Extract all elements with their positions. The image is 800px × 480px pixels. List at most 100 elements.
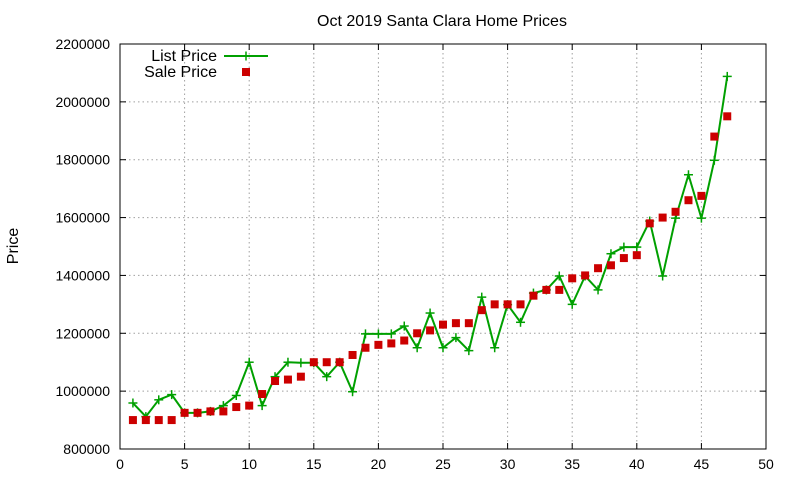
data-point bbox=[632, 242, 642, 252]
data-point bbox=[438, 343, 448, 353]
data-point bbox=[426, 326, 435, 335]
data-point bbox=[257, 401, 267, 411]
data-point bbox=[128, 398, 138, 408]
data-point bbox=[386, 329, 396, 339]
plot-frame bbox=[119, 43, 767, 450]
data-point bbox=[516, 300, 525, 309]
data-point bbox=[154, 395, 164, 405]
data-point bbox=[516, 317, 526, 327]
chart-title: Oct 2019 Santa Clara Home Prices bbox=[317, 13, 567, 30]
data-point bbox=[348, 387, 358, 397]
data-point bbox=[206, 407, 215, 416]
legend-label: Sale Price bbox=[144, 64, 217, 81]
data-point bbox=[555, 285, 564, 294]
data-point bbox=[710, 132, 719, 141]
data-point bbox=[296, 372, 305, 381]
data-point bbox=[606, 249, 616, 259]
data-point bbox=[335, 358, 344, 367]
legend-marker bbox=[241, 51, 251, 61]
data-point bbox=[658, 213, 667, 222]
data-point bbox=[400, 336, 409, 345]
data-point bbox=[697, 191, 706, 200]
x-tick-label: 10 bbox=[241, 456, 257, 472]
x-tick-label: 15 bbox=[306, 456, 322, 472]
data-point bbox=[193, 408, 202, 417]
data-point bbox=[696, 213, 706, 223]
x-tick-label: 45 bbox=[694, 456, 710, 472]
x-tick-label: 25 bbox=[435, 456, 451, 472]
data-point bbox=[723, 112, 732, 121]
data-point bbox=[606, 261, 615, 270]
data-point bbox=[425, 308, 435, 318]
x-tick-label: 5 bbox=[181, 456, 189, 472]
y-tick-label: 2000000 bbox=[55, 94, 110, 110]
data-point bbox=[141, 416, 150, 425]
data-point bbox=[451, 333, 461, 343]
y-tick-label: 1000000 bbox=[55, 383, 110, 399]
data-point bbox=[167, 390, 177, 400]
grid-lines bbox=[120, 44, 766, 449]
data-point bbox=[361, 343, 370, 352]
series-layer bbox=[128, 71, 732, 425]
data-point bbox=[593, 285, 603, 295]
data-point bbox=[567, 299, 577, 309]
data-point bbox=[296, 358, 306, 368]
data-point bbox=[709, 155, 719, 165]
y-tick-label: 2200000 bbox=[55, 36, 110, 52]
x-tick-label: 35 bbox=[564, 456, 580, 472]
data-point bbox=[180, 408, 189, 417]
series-list-price bbox=[128, 71, 732, 422]
data-point bbox=[271, 377, 280, 386]
data-point bbox=[645, 219, 654, 228]
data-point bbox=[490, 300, 499, 309]
x-tick-label: 40 bbox=[629, 456, 645, 472]
data-point bbox=[258, 390, 267, 399]
axis-ticks: 0 5 10 15 20 25 30 35 40 45 50 800000 1000000 1200000… bbox=[55, 36, 774, 472]
y-tick-label: 800000 bbox=[63, 441, 110, 457]
data-point bbox=[464, 346, 474, 356]
data-point bbox=[374, 340, 383, 349]
data-point bbox=[439, 320, 447, 329]
data-point bbox=[542, 285, 551, 294]
x-tick-label: 20 bbox=[371, 456, 387, 472]
data-point bbox=[232, 403, 241, 412]
data-point bbox=[245, 401, 254, 410]
data-point bbox=[477, 306, 486, 315]
data-point bbox=[309, 358, 318, 367]
y-axis-label: Price bbox=[5, 228, 22, 265]
data-point bbox=[594, 264, 603, 273]
legend-label: List Price bbox=[151, 48, 217, 65]
data-point bbox=[154, 416, 163, 425]
data-point bbox=[283, 375, 292, 384]
data-point bbox=[554, 271, 564, 281]
data-point bbox=[373, 329, 383, 339]
data-point bbox=[490, 343, 500, 353]
data-point bbox=[167, 416, 176, 425]
data-point bbox=[581, 271, 590, 280]
data-point bbox=[464, 319, 473, 328]
data-point bbox=[412, 343, 422, 353]
x-tick-label: 50 bbox=[758, 456, 774, 472]
data-point bbox=[244, 357, 254, 367]
data-point bbox=[568, 274, 577, 283]
data-point bbox=[619, 242, 629, 252]
data-point bbox=[619, 254, 628, 263]
data-point bbox=[632, 251, 641, 260]
data-point bbox=[503, 300, 512, 309]
x-tick-label: 0 bbox=[116, 456, 124, 472]
data-point bbox=[683, 170, 693, 180]
data-point bbox=[231, 390, 241, 400]
data-point bbox=[322, 358, 331, 367]
data-point bbox=[399, 321, 409, 331]
data-point bbox=[322, 372, 332, 382]
data-point bbox=[671, 207, 680, 216]
data-point bbox=[387, 339, 396, 348]
data-point bbox=[413, 329, 422, 338]
data-point bbox=[283, 357, 293, 367]
data-point bbox=[722, 71, 732, 81]
data-point bbox=[529, 291, 538, 300]
legend-marker bbox=[242, 68, 250, 76]
data-point bbox=[219, 407, 228, 416]
